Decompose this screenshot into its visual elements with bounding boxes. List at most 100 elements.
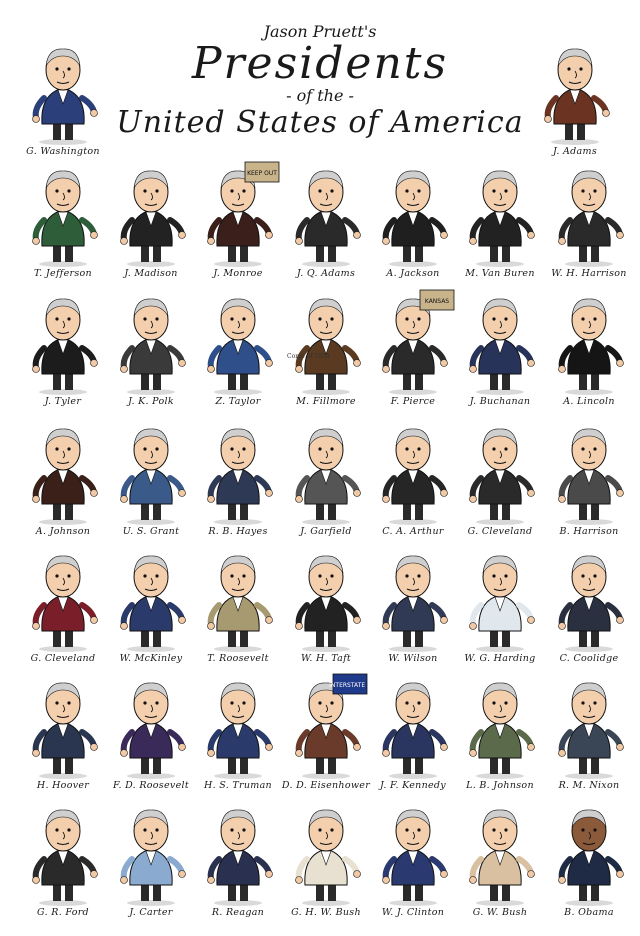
- president-name: R. B. Hayes: [208, 526, 268, 537]
- caricature-illustration: [382, 170, 448, 267]
- president-name: R. Reagan: [211, 907, 265, 918]
- president-name: U. S. Grant: [122, 526, 180, 537]
- president-portrait: INTERSTATE 5 D. D. Eisenhower: [281, 672, 371, 798]
- president-portrait: W. H. Harrison: [544, 160, 634, 286]
- president-portrait: H. Hoover: [18, 672, 108, 798]
- president-name: L. B. Johnson: [466, 780, 534, 791]
- title-country: United States of America: [116, 105, 524, 140]
- caricature-illustration: [558, 809, 624, 906]
- president-name: W. McKinley: [119, 653, 183, 664]
- president-portrait: J. Buchanan: [455, 288, 545, 414]
- president-portrait: W. Wilson: [368, 545, 458, 671]
- president-portrait: A. Lincoln: [544, 288, 634, 414]
- president-portrait: B. Harrison: [544, 418, 634, 544]
- author-credit: Jason Pruett's: [263, 22, 377, 41]
- president-name: W. Wilson: [388, 653, 438, 664]
- caricature-illustration: INTERSTATE 5: [295, 673, 371, 779]
- president-portrait: T. Jefferson: [18, 160, 108, 286]
- caricature-illustration: [558, 298, 624, 395]
- caricature-illustration: [32, 682, 98, 779]
- president-name: W. H. Taft: [300, 653, 352, 664]
- president-name: J. F. Kennedy: [380, 780, 446, 791]
- president-portrait: G. W. Bush: [455, 799, 545, 925]
- caricature-illustration: [469, 555, 535, 652]
- caricature-illustration: Comp of 1850: [287, 298, 361, 395]
- president-name: B. Harrison: [559, 526, 619, 537]
- president-portrait: R. M. Nixon: [544, 672, 634, 798]
- title-presidents: Presidents: [191, 38, 449, 89]
- president-name: H. S. Truman: [204, 780, 272, 791]
- caricature-illustration: [32, 809, 98, 906]
- president-portrait: R. B. Hayes: [193, 418, 283, 544]
- president-portrait: A. Johnson: [18, 418, 108, 544]
- president-name: G. R. Ford: [37, 907, 89, 918]
- caricature-illustration: [32, 48, 98, 145]
- sign-text: KANSAS: [425, 298, 449, 305]
- president-name: W. J. Clinton: [381, 907, 445, 918]
- president-portrait: M. Van Buren: [455, 160, 545, 286]
- president-portrait: W. G. Harding: [455, 545, 545, 671]
- president-portrait: A. Jackson: [368, 160, 458, 286]
- caricature-illustration: [469, 809, 535, 906]
- caricature-illustration: [32, 555, 98, 652]
- poster-title: Jason Pruett's Presidents - of the - Uni…: [100, 18, 540, 148]
- title-of-the: - of the -: [286, 86, 354, 105]
- caricature-illustration: KEEP OUT: [207, 161, 280, 267]
- caricature-illustration: [120, 682, 186, 779]
- president-name: Z. Taylor: [215, 396, 261, 407]
- caricature-illustration: [32, 428, 98, 525]
- president-portrait: H. S. Truman: [193, 672, 283, 798]
- caricature-illustration: [120, 809, 186, 906]
- caricature-illustration: [207, 298, 273, 395]
- sign-text: KEEP OUT: [247, 170, 277, 177]
- caricature-illustration: [120, 170, 186, 267]
- president-name: J. Tyler: [44, 396, 82, 407]
- caricature-illustration: [558, 555, 624, 652]
- caricature-illustration: [469, 428, 535, 525]
- president-name: M. Fillmore: [296, 396, 356, 407]
- map-text: Comp of 1850: [287, 353, 330, 360]
- caricature-illustration: [207, 555, 273, 652]
- caricature-illustration: KANSAS: [382, 289, 455, 395]
- president-portrait: B. Obama: [544, 799, 634, 925]
- caricature-illustration: [382, 555, 448, 652]
- caricature-illustration: [558, 682, 624, 779]
- president-portrait: W. McKinley: [106, 545, 196, 671]
- caricature-illustration: [558, 170, 624, 267]
- president-name: G. W. Bush: [472, 907, 528, 918]
- president-name: H. Hoover: [36, 780, 90, 791]
- president-name: R. M. Nixon: [558, 780, 620, 791]
- president-name: C. Coolidge: [559, 653, 619, 664]
- president-portrait: J. Carter: [106, 799, 196, 925]
- president-portrait: J. Tyler: [18, 288, 108, 414]
- caricature-illustration: [207, 428, 273, 525]
- president-portrait: KEEP OUT J. Monroe: [193, 160, 283, 286]
- caricature-illustration: [558, 428, 624, 525]
- president-name: G. Cleveland: [30, 653, 96, 664]
- caricature-illustration: [382, 428, 448, 525]
- president-name: J. Adams: [553, 146, 597, 157]
- president-portrait: G. Cleveland: [18, 545, 108, 671]
- president-portrait: J. K. Polk: [106, 288, 196, 414]
- president-name: G. Cleveland: [467, 526, 533, 537]
- president-portrait: W. H. Taft: [281, 545, 371, 671]
- president-name: J. Carter: [129, 907, 173, 918]
- president-portrait: F. D. Roosevelt: [106, 672, 196, 798]
- president-name: J. Madison: [124, 268, 178, 279]
- president-name: T. Jefferson: [34, 268, 92, 279]
- caricature-illustration: [382, 682, 448, 779]
- caricature-illustration: [207, 682, 273, 779]
- caricature-illustration: [469, 170, 535, 267]
- president-portrait: L. B. Johnson: [455, 672, 545, 798]
- president-name: W. G. Harding: [464, 653, 536, 664]
- caricature-illustration: [120, 555, 186, 652]
- president-name: F. D. Roosevelt: [113, 780, 189, 791]
- caricature-illustration: [382, 809, 448, 906]
- president-name: A. Jackson: [386, 268, 440, 279]
- president-name: J. Garfield: [300, 526, 352, 537]
- caricature-illustration: [469, 682, 535, 779]
- caricature-illustration: [544, 48, 610, 145]
- president-portrait: Z. Taylor: [193, 288, 283, 414]
- president-portrait: T. Roosevelt: [193, 545, 283, 671]
- caricature-illustration: [469, 298, 535, 395]
